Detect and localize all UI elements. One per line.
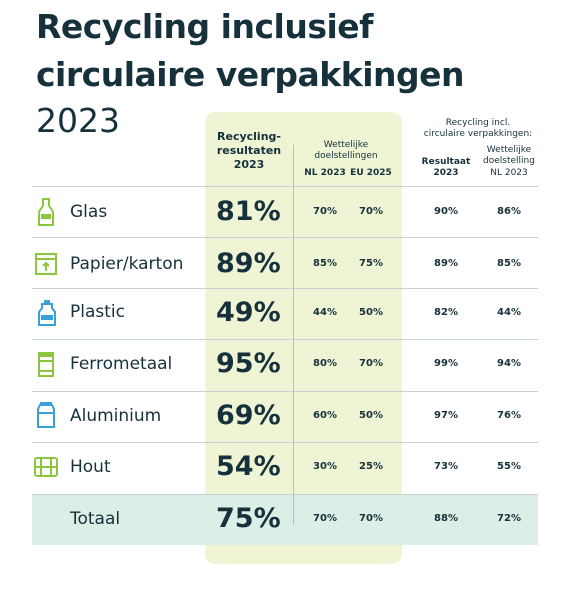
eu2025-plastic: 50% xyxy=(359,307,383,318)
total-row-band xyxy=(32,495,538,545)
nl2023-ferrometaal: 80% xyxy=(313,358,337,369)
nl2023-totaal: 70% xyxy=(313,513,337,524)
row-label-ferrometaal: Ferrometaal xyxy=(70,354,173,374)
eu2025-glas: 70% xyxy=(359,206,383,217)
eu2025-totaal: 70% xyxy=(359,513,383,524)
title-line-1: Recycling inclusief xyxy=(36,7,374,46)
incl-result-papier: 89% xyxy=(434,258,458,269)
header-eu2025: EU 2025 xyxy=(350,168,392,178)
incl-target-glas: 86% xyxy=(497,206,521,217)
result-plastic: 49% xyxy=(216,297,281,328)
header-recycling-results: Recycling- resultaten 2023 xyxy=(216,130,282,171)
incl-result-plastic: 82% xyxy=(434,307,458,318)
incl-target-plastic: 44% xyxy=(497,307,521,318)
header-result-2023: Resultaat 2023 xyxy=(421,157,471,179)
nl2023-papier: 85% xyxy=(313,258,337,269)
incl-result-hout: 73% xyxy=(434,461,458,472)
plastic-bottle-icon xyxy=(38,300,56,326)
incl-target-ferrometaal: 94% xyxy=(497,358,521,369)
incl-result-glas: 90% xyxy=(434,206,458,217)
result-papier: 89% xyxy=(216,248,281,279)
incl-result-aluminium: 97% xyxy=(434,410,458,421)
nl2023-aluminium: 60% xyxy=(313,410,337,421)
eu2025-papier: 75% xyxy=(359,258,383,269)
eu2025-aluminium: 50% xyxy=(359,410,383,421)
row-divider xyxy=(32,288,538,289)
result-glas: 81% xyxy=(216,196,281,227)
header-legal-target-nl: Wettelijke doelstelling NL 2023 xyxy=(483,145,535,178)
row-label-glas: Glas xyxy=(70,202,108,222)
box-icon xyxy=(35,253,57,275)
row-label-hout: Hout xyxy=(70,457,111,477)
row-divider xyxy=(32,339,538,340)
column-divider xyxy=(293,145,294,525)
incl-target-totaal: 72% xyxy=(497,513,521,524)
row-divider xyxy=(32,391,538,392)
nl2023-hout: 30% xyxy=(313,461,337,472)
incl-result-ferrometaal: 99% xyxy=(434,358,458,369)
nl2023-plastic: 44% xyxy=(313,307,337,318)
header-incl-group: Recycling incl. circulaire verpakkingen: xyxy=(423,118,533,140)
row-divider xyxy=(32,494,538,495)
result-totaal: 75% xyxy=(216,503,281,534)
can-icon xyxy=(38,352,54,377)
incl-target-hout: 55% xyxy=(497,461,521,472)
row-divider xyxy=(32,186,538,187)
row-label-totaal: Totaal xyxy=(70,509,121,529)
incl-target-aluminium: 76% xyxy=(497,410,521,421)
result-hout: 54% xyxy=(216,451,281,482)
eu2025-ferrometaal: 70% xyxy=(359,358,383,369)
row-label-plastic: Plastic xyxy=(70,302,125,322)
aluminium-can-icon xyxy=(37,402,55,428)
row-divider xyxy=(32,237,538,238)
row-label-aluminium: Aluminium xyxy=(70,406,162,426)
incl-result-totaal: 88% xyxy=(434,513,458,524)
highlight-column xyxy=(205,112,402,564)
nl2023-glas: 70% xyxy=(313,206,337,217)
title-line-2: circulaire verpakkingen xyxy=(36,55,465,94)
result-ferrometaal: 95% xyxy=(216,348,281,379)
eu2025-hout: 25% xyxy=(359,461,383,472)
header-nl2023: NL 2023 xyxy=(304,168,346,178)
incl-target-papier: 85% xyxy=(497,258,521,269)
result-aluminium: 69% xyxy=(216,400,281,431)
row-label-papier: Papier/karton xyxy=(70,254,184,274)
header-legal-targets: Wettelijke doelstellingen xyxy=(314,140,378,162)
row-divider xyxy=(32,442,538,443)
crate-icon xyxy=(34,457,58,477)
title-year: 2023 xyxy=(36,101,120,140)
bottle-icon xyxy=(38,198,54,226)
